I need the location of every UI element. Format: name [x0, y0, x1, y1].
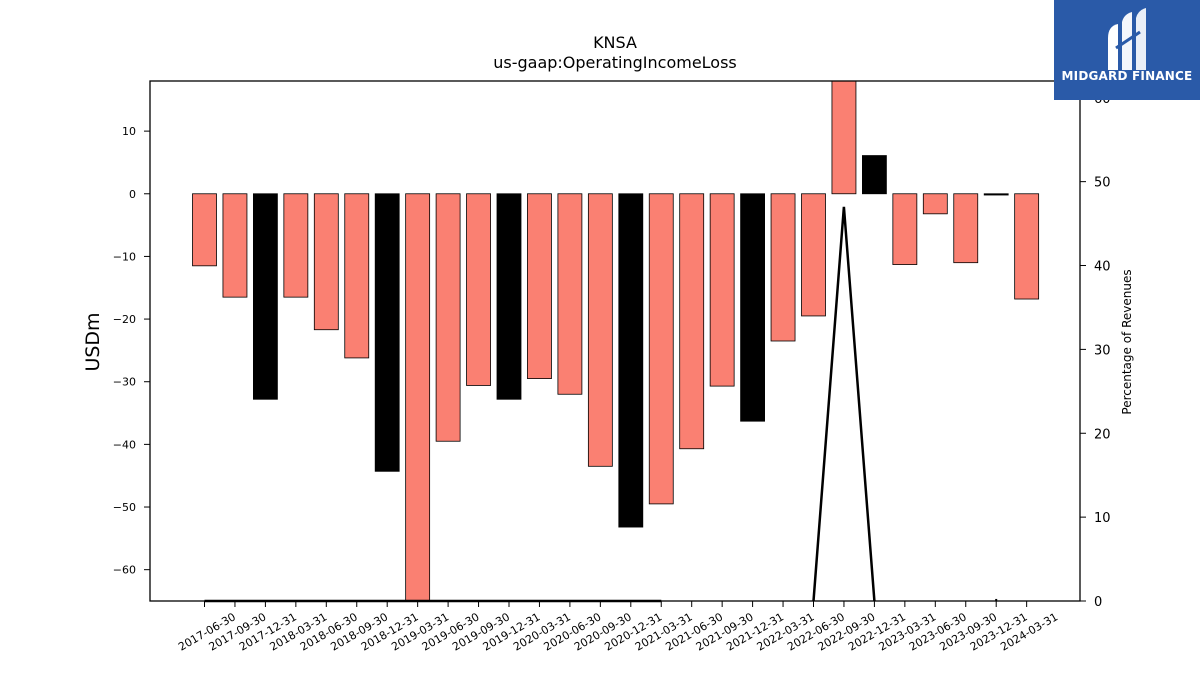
bar-2021-12-31: [740, 193, 765, 422]
bar-2023-09-30: [953, 193, 979, 264]
bar-2023-12-31: [983, 193, 1009, 196]
bar-2022-09-30: [831, 80, 857, 195]
plot-frame: [149, 80, 1081, 602]
bar-2018-12-31: [374, 193, 400, 472]
bar-2017-12-31: [252, 193, 278, 400]
bar-2019-09-30: [466, 193, 491, 386]
bar-2023-03-31: [892, 193, 918, 265]
y2-tick-label: 0: [1094, 595, 1102, 610]
bar-2022-06-30: [801, 193, 826, 317]
bar-2020-06-30: [557, 193, 583, 395]
bar-2018-06-30: [313, 193, 339, 331]
bar-2017-06-30: [192, 193, 217, 267]
bar-2021-09-30: [709, 193, 735, 387]
y2-tick-label: 20: [1094, 427, 1111, 442]
bar-2022-03-31: [770, 193, 796, 342]
bar-2022-12-31: [862, 155, 887, 195]
bar-2023-06-30: [922, 193, 948, 215]
bar-2018-03-31: [283, 193, 309, 298]
bar-2019-03-31: [405, 193, 431, 602]
bar-2020-12-31: [618, 193, 644, 528]
y-tick-label: −20: [113, 313, 136, 326]
y-tick-label: −50: [113, 501, 136, 514]
bar-2019-12-31: [496, 193, 522, 400]
bars-group: [192, 80, 1040, 602]
logo-text: MIDGARD FINANCE: [1061, 69, 1193, 83]
y-tick-label: −10: [113, 250, 136, 263]
bar-2019-06-30: [435, 193, 461, 442]
brand-logo: MIDGARD FINANCE: [1054, 0, 1200, 100]
y-tick-label: 0: [129, 188, 136, 201]
y-axis-label: USDm: [82, 312, 104, 371]
bar-2021-06-30: [679, 193, 705, 450]
bar-2017-09-30: [222, 193, 248, 298]
bar-2021-03-31: [648, 193, 674, 505]
bar-2020-03-31: [527, 193, 552, 379]
y-tick-label: −60: [113, 564, 136, 577]
bar-2024-03-31: [1014, 193, 1040, 300]
y-tick-label: −40: [113, 438, 136, 451]
bar-2020-09-30: [587, 193, 613, 467]
y2-tick-label: 30: [1094, 343, 1111, 358]
percent-revenue-line: [812, 206, 876, 602]
y2-tick-label: 50: [1094, 176, 1111, 191]
y-tick-label: −30: [113, 376, 136, 389]
bar-2018-09-30: [344, 193, 370, 359]
logo-mark-icon: [1108, 8, 1146, 70]
chart-title: KNSA: [593, 33, 637, 52]
y2-tick-label: 40: [1094, 260, 1111, 275]
y2-tick-label: 10: [1094, 511, 1111, 526]
chart-subtitle: us-gaap:OperatingIncomeLoss: [493, 53, 737, 72]
y-tick-label: 10: [122, 125, 136, 138]
y2-axis-label: Percentage of Revenues: [1120, 269, 1134, 414]
